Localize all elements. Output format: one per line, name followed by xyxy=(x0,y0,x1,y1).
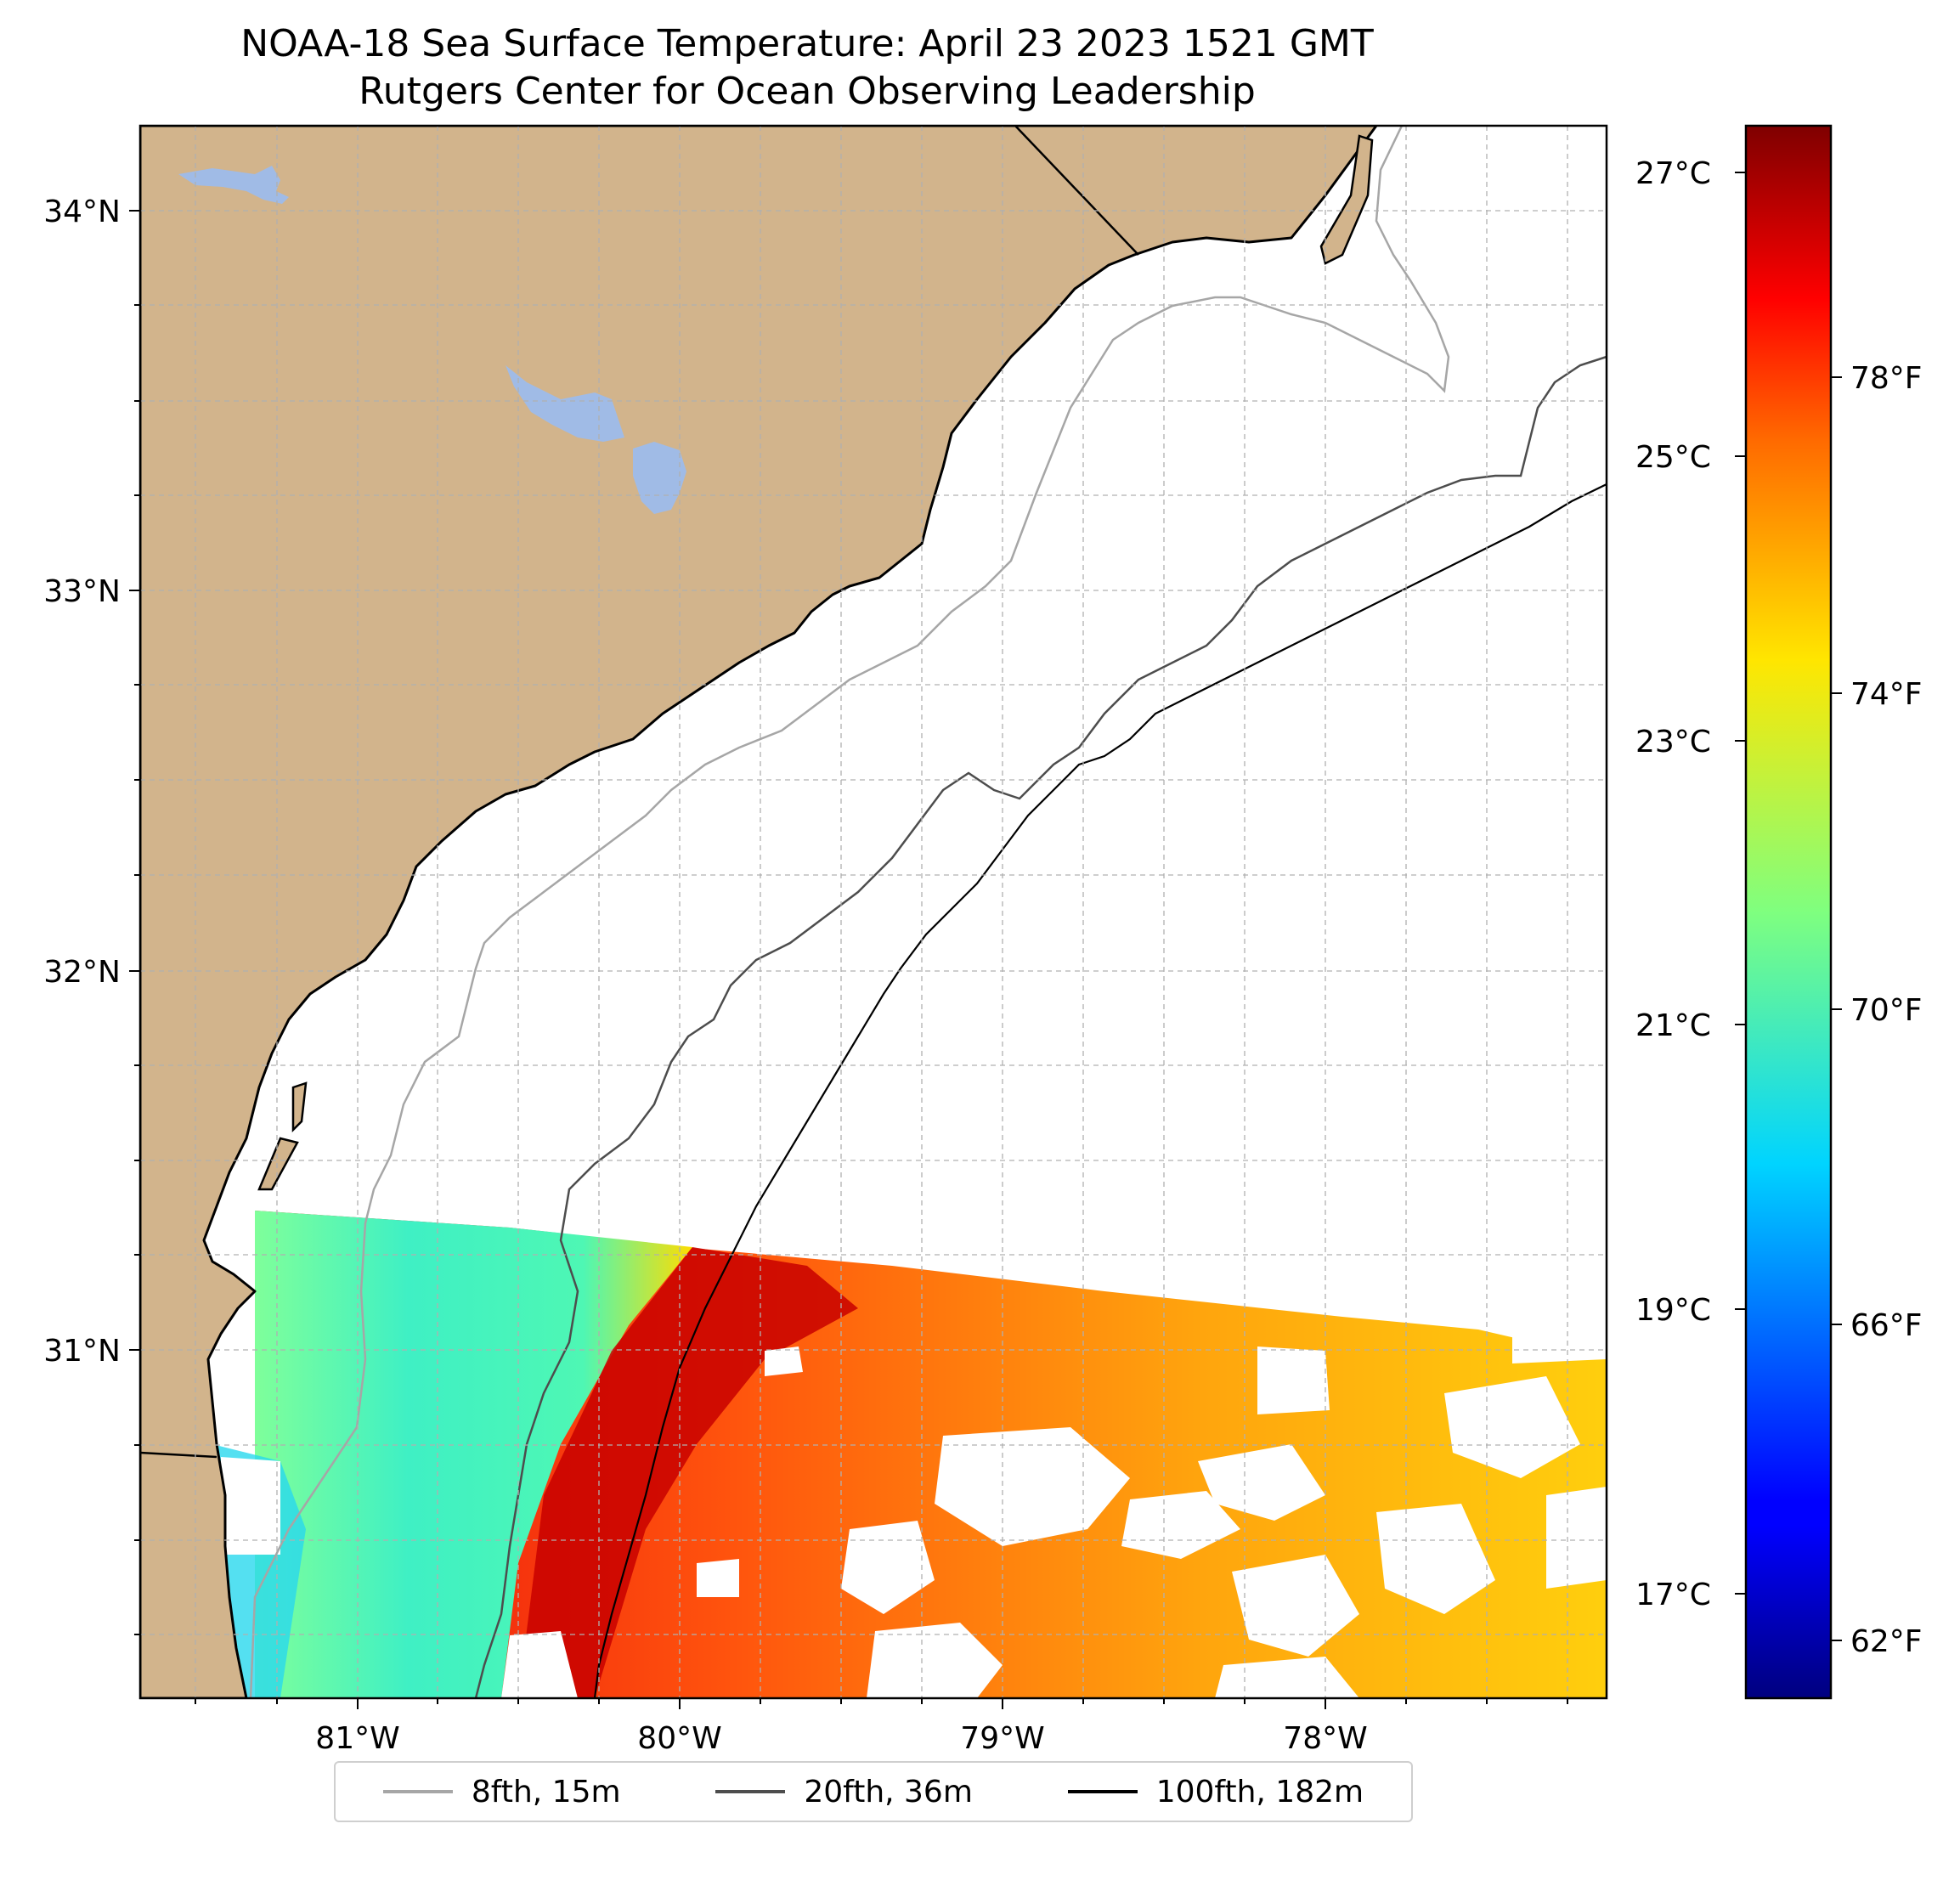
lat-label: 32°N xyxy=(43,955,121,990)
legend-label: 100fth, 182m xyxy=(1155,1774,1364,1809)
legend-item-8fth: 8fth, 15m xyxy=(382,1774,621,1809)
lat-label: 31°N xyxy=(43,1334,121,1369)
land xyxy=(140,126,1378,1698)
map-panel xyxy=(140,126,1607,1698)
legend-swatch-8fth xyxy=(382,1790,453,1793)
chart-title: NOAA-18 Sea Surface Temperature: April 2… xyxy=(240,22,1374,65)
celsius-label: 19°C xyxy=(1635,1293,1711,1328)
state-border xyxy=(1014,126,1139,256)
lat-ticks xyxy=(129,210,140,1635)
lake xyxy=(178,166,289,204)
lake xyxy=(506,365,624,442)
fahrenheit-label: 78°F xyxy=(1850,361,1923,396)
fahrenheit-label: 70°F xyxy=(1850,993,1923,1028)
fahrenheit-label: 74°F xyxy=(1850,677,1923,712)
lake xyxy=(633,442,686,514)
legend-label: 8fth, 15m xyxy=(471,1774,621,1809)
fahrenheit-label: 66°F xyxy=(1850,1308,1923,1343)
celsius-ticks xyxy=(1735,172,1746,1595)
legend-label: 20fth, 36m xyxy=(804,1774,973,1809)
celsius-label: 23°C xyxy=(1635,725,1711,759)
fahrenheit-label: 62°F xyxy=(1850,1624,1923,1659)
fahrenheit-ticks xyxy=(1831,376,1842,1641)
graticule xyxy=(140,126,1607,1698)
map-frame xyxy=(138,124,1608,1700)
celsius-label: 25°C xyxy=(1635,440,1711,475)
celsius-label: 21°C xyxy=(1635,1008,1711,1043)
barrier-island xyxy=(257,1137,299,1191)
state-border xyxy=(140,1451,217,1459)
chart-subtitle: Rutgers Center for Ocean Observing Leade… xyxy=(359,70,1256,113)
celsius-label: 17°C xyxy=(1635,1578,1711,1612)
lat-label: 34°N xyxy=(43,195,121,229)
barrier-island xyxy=(291,1081,308,1133)
contour-8fth xyxy=(249,126,1450,1698)
lon-ticks xyxy=(195,1698,1568,1709)
lon-label: 80°W xyxy=(637,1721,721,1756)
legend-swatch-100fth xyxy=(1067,1790,1138,1793)
legend-swatch-20fth xyxy=(715,1790,786,1793)
legend-item-100fth: 100fth, 182m xyxy=(1067,1774,1364,1809)
colorbar xyxy=(1744,124,1833,1700)
legend: 8fth, 15m 20fth, 36m 100fth, 182m xyxy=(334,1761,1413,1822)
celsius-label: 27°C xyxy=(1635,156,1711,191)
lon-label: 81°W xyxy=(315,1721,399,1756)
lon-label: 79°W xyxy=(960,1721,1044,1756)
legend-item-20fth: 20fth, 36m xyxy=(715,1775,973,1809)
lon-label: 78°W xyxy=(1283,1721,1367,1756)
lat-label: 33°N xyxy=(43,574,121,609)
barrier-island xyxy=(1319,134,1374,265)
contour-20fth xyxy=(474,355,1607,1698)
